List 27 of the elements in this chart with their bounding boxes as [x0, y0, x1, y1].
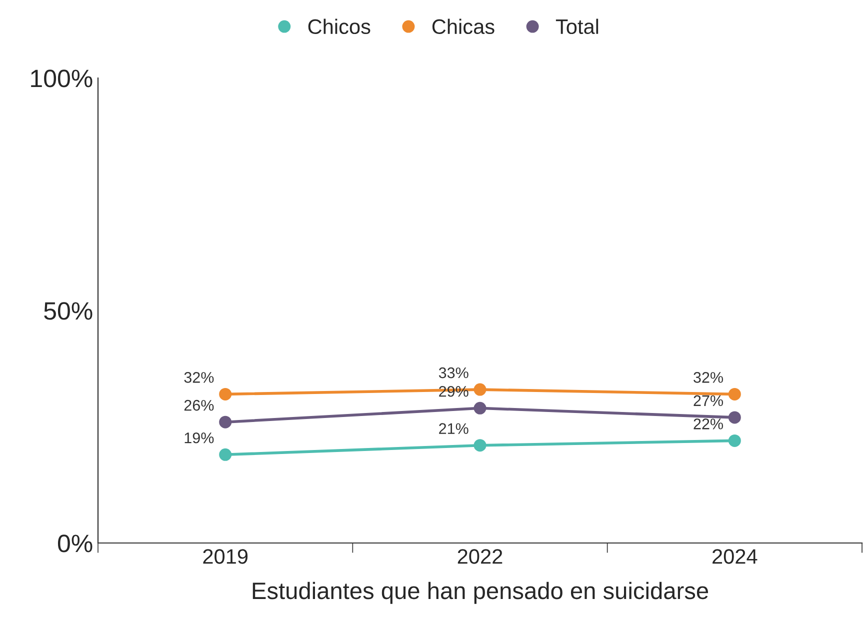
data-label: 32%: [694, 372, 724, 383]
point: [474, 402, 486, 414]
data-label: 21%: [439, 423, 468, 434]
legend-label: Chicos: [308, 18, 370, 34]
y-tick-label: 100%: [31, 70, 92, 88]
x-axis-title: Estudiantes que han pensado en suicidarse: [252, 582, 708, 604]
data-label: 26%: [184, 400, 214, 411]
data-label: 22%: [694, 418, 724, 430]
x-tick-label: 2022: [458, 549, 502, 564]
y-tick-label: 50%: [44, 302, 92, 320]
legend-label: Total: [556, 18, 598, 34]
y-tick-label: 0%: [58, 534, 92, 552]
data-label: 19%: [184, 432, 214, 444]
point: [728, 411, 741, 424]
x-tick-label: 2019: [203, 549, 248, 564]
point: [219, 416, 232, 428]
point: [728, 434, 741, 447]
data-label: 33%: [438, 367, 468, 378]
point: [474, 383, 486, 396]
data-label: 27%: [694, 395, 724, 406]
point: [728, 388, 741, 400]
point: [474, 439, 486, 452]
x-tick-label: 2024: [712, 549, 758, 564]
point: [219, 388, 232, 400]
point: [219, 448, 232, 461]
legend-label: Chicas: [432, 18, 494, 34]
data-label: 32%: [184, 372, 214, 383]
